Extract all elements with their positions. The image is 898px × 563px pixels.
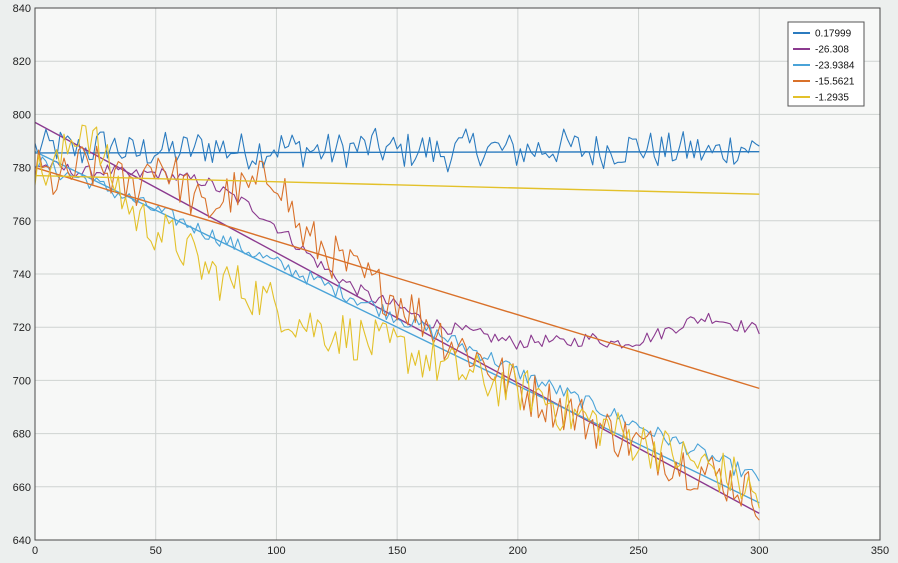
series-line [34,127,760,173]
series-5 [34,119,760,509]
series-line [34,124,760,509]
axes-frame [34,7,881,541]
y-tick-label: 740 [13,269,31,281]
axes: 0 50 100 150 200 250 300 350 640 660 680 700 720 740 7… [13,3,890,557]
y-tick-label: 760 [13,216,31,228]
legend-label: -15.5621 [815,77,855,88]
y-tick-label: 640 [13,535,31,547]
trend-line [34,166,760,390]
series-1 [34,127,760,173]
y-tick-label: 680 [13,429,31,441]
legend-label: -23.9384 [815,61,855,72]
x-tick-label: 300 [750,545,768,557]
y-tick-label: 840 [13,3,31,15]
x-tick-label: 250 [629,545,647,557]
trend-line [34,174,760,195]
y-tick-label: 800 [13,109,31,121]
x-tick-label: 200 [509,545,527,557]
legend-label: 0.17999 [815,29,852,40]
grid [34,7,881,541]
y-tick-label: 660 [13,482,31,494]
trend-line [34,150,760,154]
series-layer [34,119,760,521]
y-tick-label: 780 [13,163,31,175]
x-tick-label: 350 [871,545,889,557]
x-tick-label: 0 [32,545,38,557]
legend-label: -26.308 [815,45,849,56]
legend-label: -1.2935 [815,93,849,104]
x-tick-label: 50 [150,545,162,557]
x-tick-label: 150 [388,545,406,557]
y-tick-label: 720 [13,322,31,334]
y-tick-label: 700 [13,375,31,387]
legend: 0.17999 -26.308 -23.9384 -15.5621 -1.2935 [787,21,865,107]
x-tick-label: 100 [267,545,285,557]
y-tick-label: 820 [13,56,31,68]
series-line [34,145,760,521]
